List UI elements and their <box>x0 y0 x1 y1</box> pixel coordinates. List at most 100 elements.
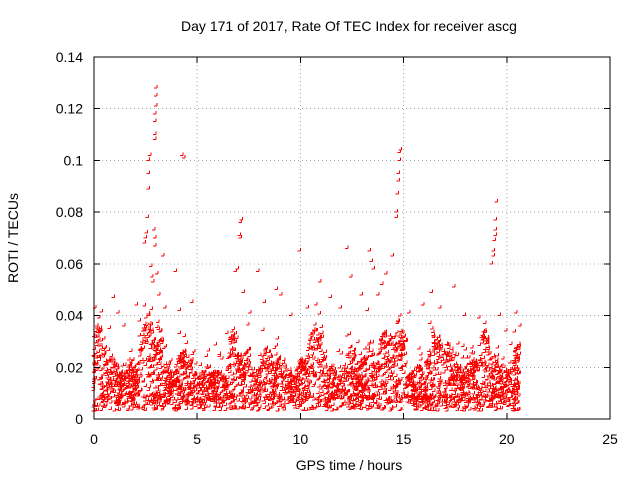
data-point <box>179 152 184 156</box>
data-point <box>390 253 394 257</box>
plot-frame <box>93 56 611 420</box>
data-point <box>365 307 369 311</box>
data-point <box>489 260 493 265</box>
data-point <box>241 289 246 293</box>
y-tick-label: 0.08 <box>56 204 83 220</box>
data-point <box>406 310 411 314</box>
data-point <box>421 302 425 306</box>
data-point <box>367 247 372 252</box>
data-point <box>313 302 318 306</box>
data-point <box>491 247 495 252</box>
data-point <box>142 240 147 244</box>
data-point <box>147 152 152 156</box>
data-point <box>235 266 239 270</box>
data-point <box>396 178 400 182</box>
data-point <box>181 154 186 159</box>
data-point <box>305 304 310 309</box>
data-point <box>359 291 363 296</box>
data-point <box>262 299 266 304</box>
dense-data-marks <box>91 303 521 412</box>
data-point <box>152 242 157 247</box>
data-point <box>154 103 158 107</box>
data-point <box>99 346 103 350</box>
y-tick-label: 0.14 <box>56 49 83 65</box>
data-point <box>289 312 293 317</box>
data-point <box>369 258 374 262</box>
data-marks <box>93 85 522 358</box>
data-point <box>154 92 158 97</box>
data-point <box>225 330 229 335</box>
data-point <box>503 328 508 332</box>
data-point <box>349 273 353 278</box>
data-point <box>394 209 398 213</box>
data-point <box>398 147 402 151</box>
data-point <box>338 304 343 309</box>
data-point <box>239 216 244 221</box>
data-point <box>483 320 487 324</box>
data-point <box>152 136 157 141</box>
x-axis-ticks <box>93 57 611 419</box>
dense-roti-markers <box>91 303 521 412</box>
data-point <box>237 232 241 236</box>
data-point <box>397 157 401 161</box>
data-point <box>146 170 151 174</box>
data-point <box>154 85 158 89</box>
data-point <box>344 245 349 249</box>
data-point <box>328 294 332 298</box>
data-point <box>491 253 495 257</box>
data-point <box>107 325 111 329</box>
data-point <box>462 312 466 317</box>
data-point <box>122 322 126 327</box>
data-point <box>274 286 279 291</box>
data-point <box>152 131 157 136</box>
data-point <box>492 237 496 242</box>
data-point <box>371 266 376 270</box>
data-point <box>493 216 497 221</box>
y-axis-ticks <box>94 56 610 420</box>
data-point <box>384 271 388 275</box>
data-point <box>518 322 522 327</box>
y-axis-label: ROTI / TECUs <box>5 193 21 283</box>
x-tick-label: 25 <box>602 431 618 447</box>
data-point <box>134 302 138 306</box>
data-point <box>497 312 502 317</box>
data-point <box>318 279 322 283</box>
grid-lines <box>94 57 610 419</box>
data-point <box>396 170 400 174</box>
data-point <box>150 279 155 283</box>
data-point <box>173 268 178 273</box>
x-axis-label: GPS time / hours <box>296 457 403 473</box>
data-point <box>143 235 148 239</box>
x-tick-label: 15 <box>396 431 412 447</box>
y-tick-label: 0 <box>75 411 83 427</box>
x-axis-tick-labels: 0 5 10 15 20 25 <box>90 431 618 447</box>
data-point <box>494 198 498 203</box>
data-point <box>395 191 399 195</box>
data-point <box>375 291 380 296</box>
y-tick-label: 0.04 <box>56 308 83 324</box>
x-tick-label: 5 <box>193 431 201 447</box>
data-point <box>161 253 165 257</box>
y-tick-label: 0.02 <box>56 359 83 375</box>
data-point <box>115 310 120 314</box>
x-tick-label: 0 <box>90 431 98 447</box>
data-point <box>149 273 154 278</box>
data-point <box>152 118 157 123</box>
data-point <box>163 304 167 309</box>
data-point <box>493 232 497 236</box>
data-point <box>146 185 151 190</box>
data-point <box>380 281 384 285</box>
data-point <box>97 315 101 319</box>
data-point <box>177 307 182 311</box>
data-point <box>101 353 105 358</box>
data-point <box>152 110 157 115</box>
data-point <box>278 291 283 296</box>
data-point <box>297 247 301 252</box>
data-point <box>477 315 481 319</box>
data-point <box>155 271 159 275</box>
data-point <box>151 227 156 231</box>
data-point <box>146 157 151 161</box>
chart-title: Day 171 of 2017, Rate Of TEC Index for r… <box>181 18 517 34</box>
data-point <box>493 227 497 231</box>
x-tick-label: 20 <box>499 431 515 447</box>
